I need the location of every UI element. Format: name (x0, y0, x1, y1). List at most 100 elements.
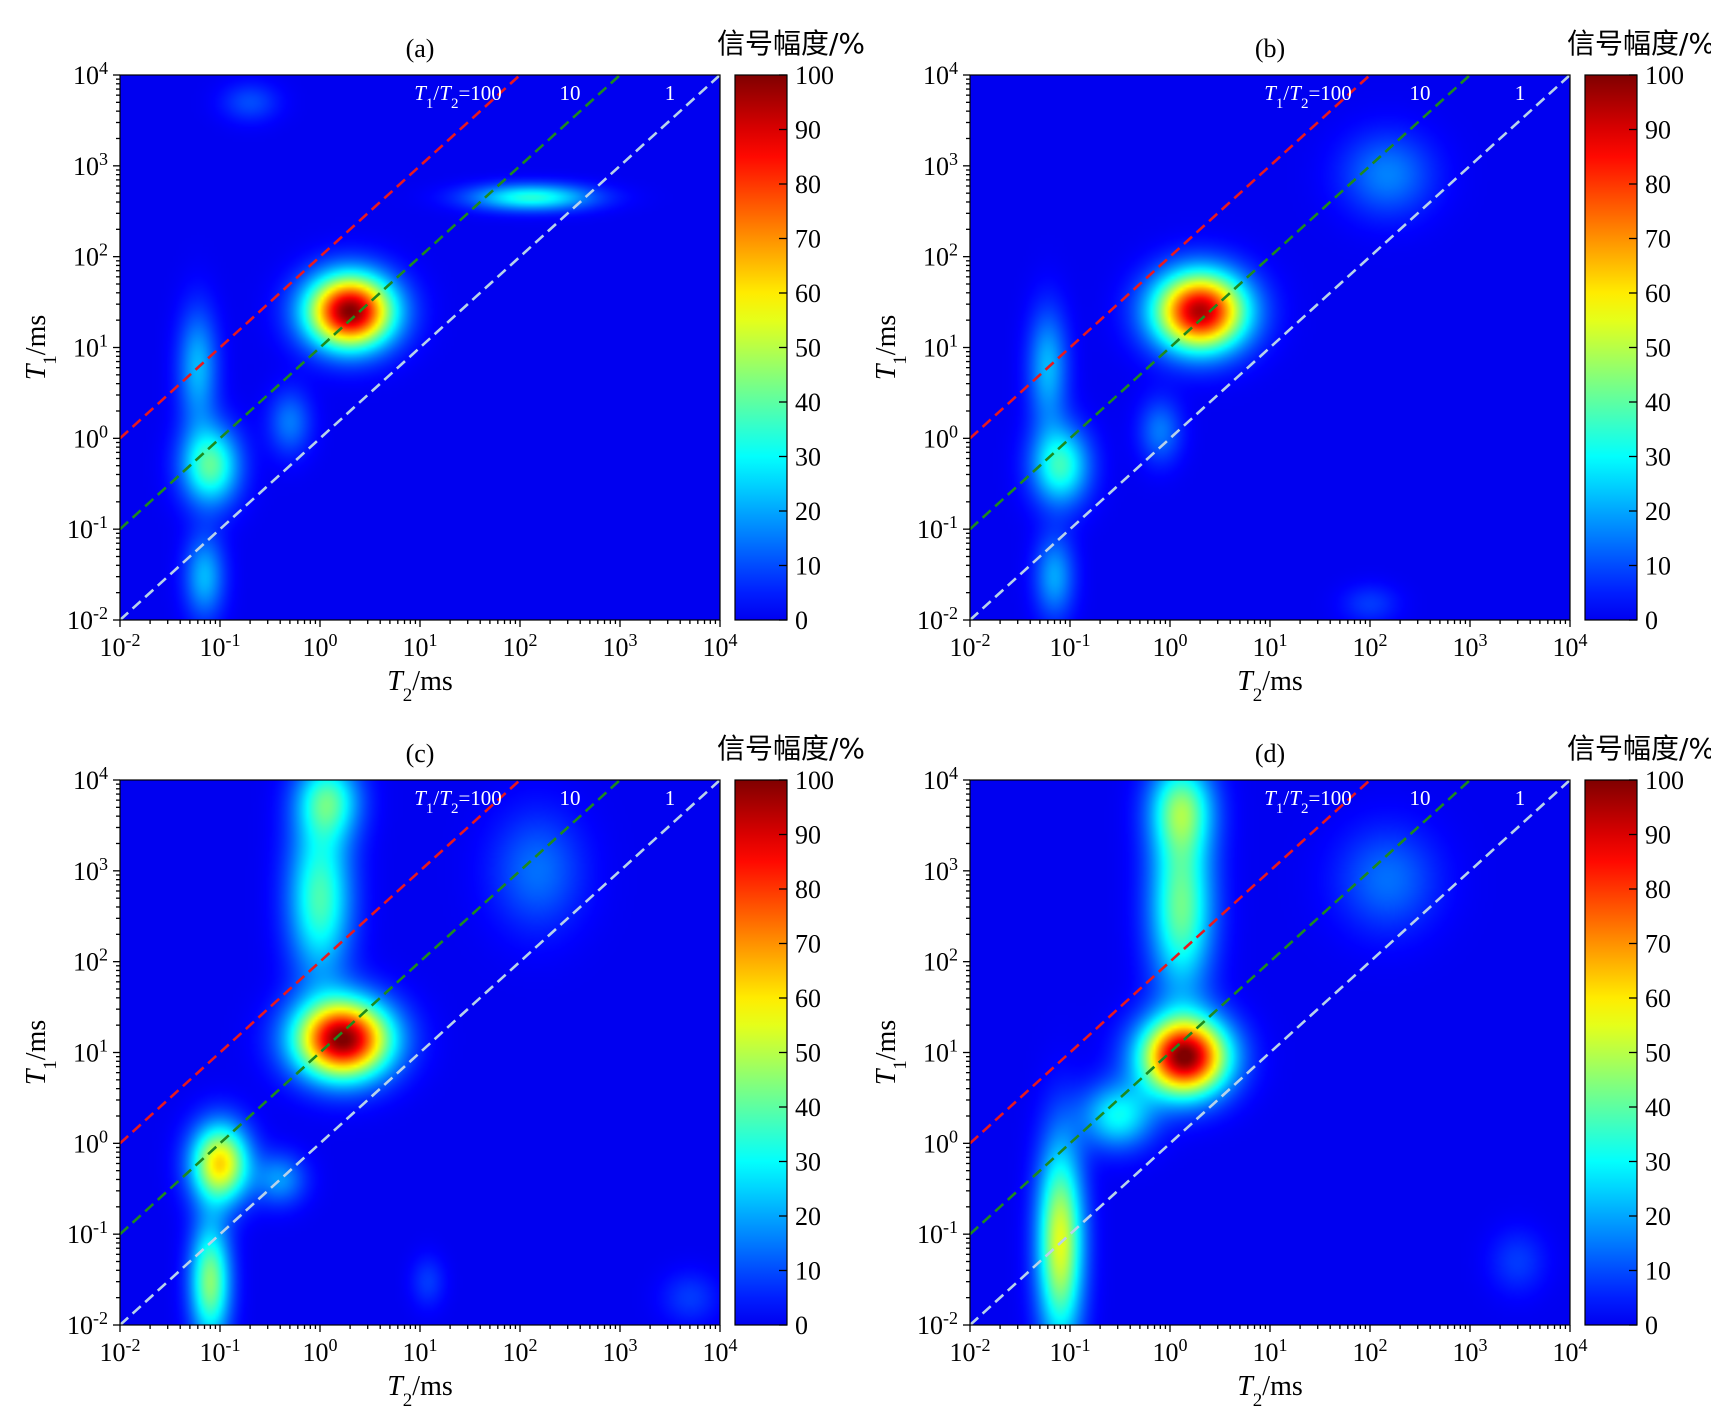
panel-c: T1/T2=100 10 110-2 10-1 100 101 102 103 10410-21… (21, 732, 865, 1411)
x-tick-label: 103 (603, 630, 638, 662)
colorbar-tick-label: 100 (795, 766, 834, 795)
colorbar-tick-label: 50 (795, 1039, 821, 1068)
heatmap-image (970, 780, 1570, 1325)
x-tick-label: 10-2 (950, 630, 991, 662)
x-tick-label: 101 (1253, 630, 1288, 662)
colorbar-tick-label: 100 (1645, 61, 1684, 90)
colorbar-title: 信号幅度/% (717, 27, 865, 60)
x-tick-label: 103 (603, 1335, 638, 1367)
x-axis-label: T2/ms (1237, 666, 1303, 706)
y-tick-label: 10-2 (917, 1308, 958, 1340)
y-tick-label: 10-1 (67, 1217, 108, 1249)
x-tick-label: 104 (703, 630, 738, 662)
colorbar-tick-label: 50 (795, 334, 821, 363)
colorbar-tick-label: 60 (1645, 279, 1671, 308)
colorbar-tick-label: 0 (1645, 606, 1658, 635)
colorbar-tick-label: 60 (1645, 984, 1671, 1013)
colorbar-title: 信号幅度/% (1567, 732, 1711, 765)
x-tick-label: 104 (1553, 1335, 1588, 1367)
heatmap-image (970, 75, 1570, 620)
ratio-line-10 (969, 779, 1471, 1236)
y-tick-label: 103 (923, 854, 958, 886)
x-tick-label: 101 (1253, 1335, 1288, 1367)
x-tick-label: 103 (1453, 1335, 1488, 1367)
ratio-label-100: T1/T2=100 (1264, 786, 1352, 817)
colorbar-tick-label: 10 (1645, 1257, 1671, 1286)
colorbar-title: 信号幅度/% (1567, 27, 1711, 60)
ratio-label-100: T1/T2=100 (414, 81, 502, 112)
panel-a: T1/T2=100 10 110-2 10-1 100 101 102 103 10410-21… (21, 27, 865, 706)
x-tick-label: 10-1 (1050, 1335, 1091, 1367)
y-tick-label: 100 (73, 1126, 108, 1158)
x-tick-label: 10-2 (950, 1335, 991, 1367)
colorbar-tick-label: 80 (1645, 875, 1671, 904)
x-tick-label: 104 (703, 1335, 738, 1367)
y-tick-label: 100 (923, 421, 958, 453)
y-tick-label: 102 (923, 240, 958, 272)
ratio-label-1: 1 (665, 786, 676, 810)
colorbar-tick-label: 40 (795, 1093, 821, 1122)
colorbar-tick-label: 0 (795, 1311, 808, 1340)
colorbar-tick-label: 90 (795, 821, 821, 850)
heatmap-image (120, 75, 720, 620)
colorbar-tick-label: 80 (795, 170, 821, 199)
colorbar-tick-label: 30 (1645, 443, 1671, 472)
y-tick-label: 10-1 (67, 512, 108, 544)
y-tick-label: 104 (73, 58, 108, 90)
colorbar-tick-label: 20 (1645, 1202, 1671, 1231)
colorbar-tick-label: 10 (795, 552, 821, 581)
colorbar-tick-label: 30 (1645, 1148, 1671, 1177)
x-tick-label: 102 (1353, 1335, 1388, 1367)
colorbar-tick-label: 80 (1645, 170, 1671, 199)
panel-label: (c) (406, 739, 435, 768)
colorbar-tick-label: 30 (795, 443, 821, 472)
x-tick-label: 102 (503, 1335, 538, 1367)
colorbar-tick-label: 50 (1645, 334, 1671, 363)
x-tick-label: 101 (403, 1335, 438, 1367)
ratio-label-1: 1 (665, 81, 676, 105)
colorbar-tick-label: 0 (795, 606, 808, 635)
panel-label: (b) (1255, 34, 1285, 63)
panel-d: T1/T2=100 10 110-2 10-1 100 101 102 103 10410-21… (871, 732, 1711, 1411)
y-axis-label: T1/ms (21, 315, 61, 381)
y-tick-label: 100 (923, 1126, 958, 1158)
colorbar-tick-label: 10 (1645, 552, 1671, 581)
x-tick-label: 101 (403, 630, 438, 662)
colorbar-tick-label: 0 (1645, 1311, 1658, 1340)
colorbar-tick-label: 70 (795, 930, 821, 959)
x-tick-label: 100 (303, 630, 338, 662)
ratio-label-10: 10 (560, 786, 581, 810)
colorbar-tick-label: 30 (795, 1148, 821, 1177)
y-axis-label: T1/ms (871, 1020, 911, 1086)
x-tick-label: 100 (1153, 630, 1188, 662)
colorbar-gradient (1585, 780, 1637, 1325)
colorbar-tick-label: 20 (795, 497, 821, 526)
y-tick-label: 101 (73, 331, 108, 363)
colorbar-tick-label: 40 (1645, 1093, 1671, 1122)
ratio-line-100 (969, 74, 1371, 440)
colorbar-gradient (1585, 75, 1637, 620)
y-tick-label: 102 (73, 945, 108, 977)
x-tick-label: 100 (303, 1335, 338, 1367)
y-tick-label: 104 (923, 763, 958, 795)
colorbar-tick-label: 90 (795, 116, 821, 145)
y-tick-label: 101 (73, 1036, 108, 1068)
ratio-label-10: 10 (1410, 786, 1431, 810)
ratio-label-1: 1 (1515, 81, 1526, 105)
heatmap-image (120, 780, 720, 1325)
x-axis-label: T2/ms (1237, 1371, 1303, 1411)
colorbar-tick-label: 40 (795, 388, 821, 417)
ratio-line-10 (119, 779, 621, 1236)
y-tick-label: 10-1 (917, 512, 958, 544)
colorbar-tick-label: 90 (1645, 821, 1671, 850)
colorbar-tick-label: 80 (795, 875, 821, 904)
x-tick-label: 10-2 (100, 1335, 141, 1367)
colorbar-tick-label: 40 (1645, 388, 1671, 417)
colorbar-gradient (735, 75, 787, 620)
x-tick-label: 102 (1353, 630, 1388, 662)
colorbar-tick-label: 10 (795, 1257, 821, 1286)
